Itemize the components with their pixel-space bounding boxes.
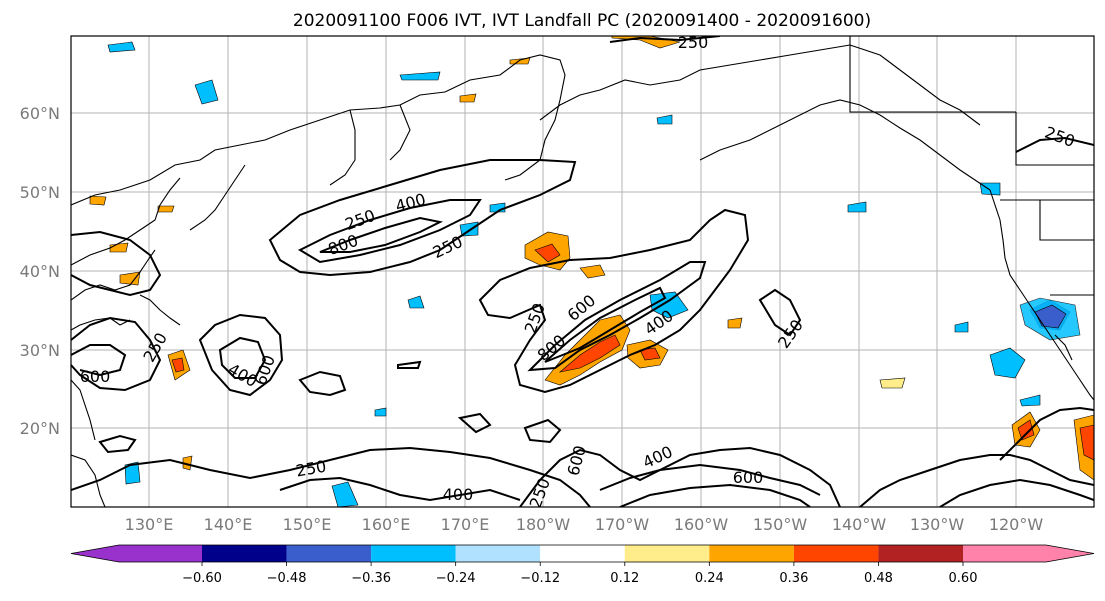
map-title: 2020091100 F006 IVT, IVT Landfall PC (20…	[293, 11, 871, 31]
colorbar-bin	[286, 545, 372, 562]
colorbar-extend-max	[1046, 545, 1094, 562]
contour-label: 250	[678, 33, 709, 52]
map-panel: 250 400 600 800 250 400 600 800 250 400 …	[70, 33, 1095, 508]
lat-label: 30°N	[20, 341, 60, 360]
contour-label: 600	[80, 367, 111, 386]
colorbar-tick-label: 0.12	[610, 571, 639, 586]
lon-label: 150°W	[753, 515, 808, 534]
colorbar-bin	[119, 545, 202, 562]
colorbar-tick-label: −0.36	[351, 571, 391, 586]
lat-label: 50°N	[20, 183, 60, 202]
colorbar-tick-label: −0.60	[182, 571, 222, 586]
colorbar-bin	[878, 545, 963, 562]
lon-label: 130°W	[910, 515, 965, 534]
colorbar-bin	[624, 545, 710, 562]
colorbar-tick-label: −0.48	[267, 571, 307, 586]
colorbar-extend-min	[71, 545, 119, 562]
colorbar-bin	[540, 545, 625, 562]
colorbar-tick-label: 0.36	[779, 571, 808, 586]
lon-label: 170°E	[441, 515, 490, 534]
contour-label: 400	[443, 485, 474, 504]
lat-label: 60°N	[20, 104, 60, 123]
colorbar-bin	[371, 545, 456, 562]
colorbar-bin	[793, 545, 879, 562]
colorbar: −0.60 −0.48 −0.36 −0.24 −0.12 0.12 0.24 0.36 0.4…	[70, 544, 1095, 586]
colorbar-bin	[455, 545, 541, 562]
pc-shading	[89, 36, 1094, 507]
lat-label: 40°N	[20, 262, 60, 281]
colorbar-bin	[202, 545, 287, 562]
lon-label: 170°W	[595, 515, 650, 534]
longitude-labels: 130°E 140°E 150°E 160°E 170°E 180°W 170°…	[125, 515, 1044, 534]
lon-label: 180°W	[516, 515, 571, 534]
lon-label: 160°E	[362, 515, 411, 534]
lon-label: 140°E	[204, 515, 253, 534]
colorbar-bin	[709, 545, 794, 562]
colorbar-bin	[963, 545, 1046, 562]
lon-label: 150°E	[283, 515, 332, 534]
colorbar-outline	[70, 544, 1095, 563]
lon-label: 130°E	[125, 515, 174, 534]
lon-label: 120°W	[989, 515, 1044, 534]
colorbar-tick-label: 0.24	[695, 571, 724, 586]
contour-label: 600	[733, 468, 764, 487]
lat-label: 20°N	[20, 419, 60, 438]
ivt-contours	[71, 36, 1094, 507]
colorbar-tick-label: 0.48	[864, 571, 893, 586]
colorbar-tick-label: 0.60	[949, 571, 978, 586]
lon-label: 140°W	[832, 515, 887, 534]
latitude-labels: 60°N 50°N 40°N 30°N 20°N	[20, 104, 60, 438]
colorbar-tick-label: −0.24	[436, 571, 476, 586]
lon-label: 160°W	[674, 515, 729, 534]
colorbar-tick-label: −0.12	[520, 571, 560, 586]
map-border	[70, 35, 1095, 508]
